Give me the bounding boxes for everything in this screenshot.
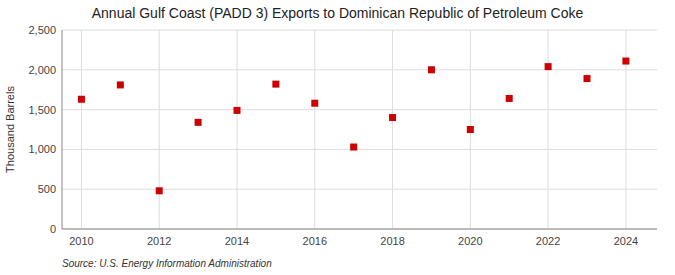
x-grid-line bbox=[159, 30, 160, 229]
point bbox=[78, 96, 85, 103]
x-grid-line bbox=[237, 30, 238, 229]
x-tick-label: 2024 bbox=[614, 235, 638, 247]
point bbox=[195, 119, 202, 126]
points bbox=[78, 58, 629, 195]
x-grid-line bbox=[392, 30, 393, 229]
chart: Annual Gulf Coast (PADD 3) Exports to Do… bbox=[0, 0, 675, 275]
point bbox=[389, 114, 396, 121]
chart-container: Annual Gulf Coast (PADD 3) Exports to Do… bbox=[0, 0, 675, 275]
point bbox=[234, 107, 241, 114]
y-axis-label: Thousand Barrels bbox=[4, 86, 16, 173]
x-tick-label: 2014 bbox=[225, 235, 249, 247]
tick-labels: 0 500 1,000 1,500 2,000 2,500 2010 2012 2014 2016… bbox=[28, 24, 638, 247]
point bbox=[156, 187, 163, 194]
y-tick-label: 2,000 bbox=[28, 64, 56, 76]
point bbox=[117, 81, 124, 88]
y-grid-line bbox=[62, 109, 657, 110]
x-tick-label: 2010 bbox=[69, 235, 93, 247]
y-axis-line bbox=[62, 30, 63, 229]
point bbox=[584, 75, 591, 82]
point bbox=[467, 126, 474, 133]
point bbox=[311, 100, 318, 107]
point bbox=[545, 63, 552, 70]
y-grid-line bbox=[62, 69, 657, 70]
x-grid-line bbox=[314, 30, 315, 229]
x-tick-label: 2020 bbox=[458, 235, 482, 247]
y-grid-line bbox=[62, 229, 657, 230]
x-grid-line bbox=[81, 30, 82, 229]
x-tick-label: 2016 bbox=[303, 235, 327, 247]
point bbox=[506, 95, 513, 102]
x-tick-label: 2012 bbox=[147, 235, 171, 247]
title: Annual Gulf Coast (PADD 3) Exports to Do… bbox=[92, 5, 584, 21]
y-tick-label: 1,000 bbox=[28, 143, 56, 155]
y-grid-line bbox=[62, 149, 657, 150]
y-grid-line bbox=[62, 30, 657, 31]
x-tick-label: 2018 bbox=[380, 235, 404, 247]
y-tick-label: 0 bbox=[50, 223, 56, 235]
point bbox=[622, 58, 629, 65]
y-tick-label: 2,500 bbox=[28, 24, 56, 36]
point bbox=[428, 66, 435, 73]
source-note: Source: U.S. Energy Information Administ… bbox=[62, 258, 272, 269]
y-tick-label: 1,500 bbox=[28, 104, 56, 116]
point bbox=[272, 81, 279, 88]
y-tick-label: 500 bbox=[38, 183, 56, 195]
point bbox=[350, 144, 357, 151]
grid bbox=[62, 30, 657, 229]
x-axis-line bbox=[62, 229, 657, 230]
x-tick-label: 2022 bbox=[536, 235, 560, 247]
y-grid-line bbox=[62, 189, 657, 190]
x-grid-line bbox=[548, 30, 549, 229]
